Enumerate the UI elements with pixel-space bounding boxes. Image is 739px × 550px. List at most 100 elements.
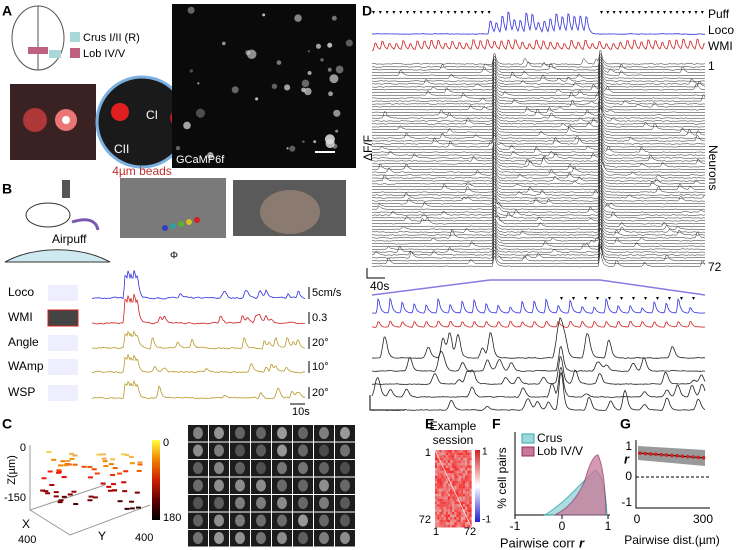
label: 0 [163,437,169,449]
puff-marker [600,11,603,14]
corr-cell [469,522,472,525]
puff-marker [385,11,389,14]
corr-cell [450,478,453,482]
corr-cell [435,506,438,510]
whisker-dot [162,225,168,231]
roi-cell [319,479,329,492]
corr-cell [462,488,466,492]
trace [371,227,706,242]
label: % cell pairs [495,447,509,508]
corr-cell [445,475,448,479]
corr-cell [462,478,466,482]
trace [371,207,706,222]
neuron [187,6,195,14]
corr-cell [435,468,438,471]
corr-cell [469,493,472,497]
corr-cell [445,480,448,484]
corr-cell [437,488,440,492]
corr-cell [441,491,444,494]
label: 0 [20,442,26,454]
corr-cell [439,452,442,456]
whisker-dot [178,221,184,227]
corr-cell [460,480,464,484]
corr-cell [458,496,461,500]
trace [371,366,706,398]
corr-cell [456,506,459,510]
corr-cell [462,501,466,505]
cell-point [45,492,51,495]
corr-cell [441,470,444,474]
corr-cell [443,480,446,484]
corr-cell [469,501,472,505]
corr-cell [450,506,453,510]
cell-point [136,469,142,472]
corr-cell [441,450,444,453]
corr-cell [452,493,455,497]
neuron [289,145,296,152]
corr-cell [467,450,470,453]
trace [372,297,705,314]
roi-cell [214,462,224,474]
corr-cell [439,478,442,482]
roi-tile [188,460,208,477]
corr-cell [443,473,446,476]
corr-cell [443,524,446,528]
corr-cell [469,480,472,484]
corr-cell [460,509,464,513]
corr-cell [445,524,448,528]
cell-point [72,463,78,466]
corr-cell [441,488,444,492]
cell-point [111,483,117,486]
corr-cell [437,501,440,505]
roi-cell [319,514,329,527]
roi-cell [340,497,350,509]
corr-cell [439,488,442,492]
corr-cell [462,493,466,497]
neuron [294,14,302,22]
roi-cell [256,497,266,509]
trace [371,213,705,228]
corr-cell [441,465,444,469]
roi-cell [235,514,245,527]
neuron [329,74,339,84]
trace [371,106,705,122]
cell-point [121,481,127,484]
corr-cell [443,506,446,510]
puff-marker [433,11,437,14]
corr-cell [435,509,438,513]
cell-point [69,452,75,455]
corr-cell [458,499,461,502]
mean-point [659,452,663,457]
corr-cell [456,524,459,528]
corr-cell [465,455,468,458]
roi-cell [298,497,308,509]
corr-cell [452,480,455,484]
corr-cell [460,504,464,507]
corr-cell [445,522,448,525]
corr-cell [467,517,470,520]
corr-cell [456,514,459,518]
trace [371,142,705,156]
corr-cell [445,468,448,471]
corr-cell [439,519,442,523]
corr-cell [447,452,451,456]
trace [371,106,706,125]
corr-cell [447,491,451,494]
trace [371,167,706,182]
corr-cell [441,504,444,507]
corr-cell [441,509,444,513]
puff-marker [663,11,666,14]
roi-cell [340,444,350,457]
corr-cell [458,452,461,456]
corr-cell [445,509,448,513]
corr-cell [465,450,468,453]
corr-cell [447,488,451,492]
corr-cell [467,468,470,471]
panel-letter: D [362,3,372,19]
legend-lob [521,446,535,457]
corr-cell [443,514,446,518]
corr-cell [437,519,440,523]
puff-marker [453,11,457,14]
label: Airpuff [52,232,87,246]
